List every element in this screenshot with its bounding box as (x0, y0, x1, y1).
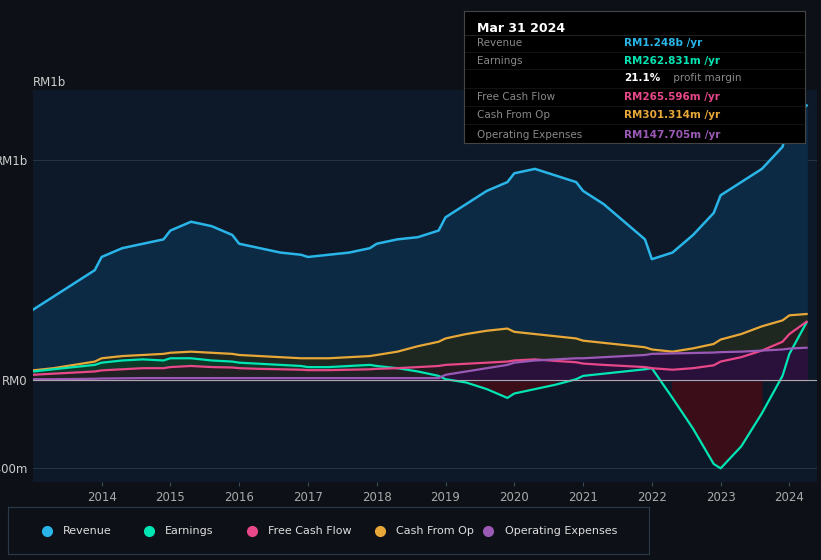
Text: Mar 31 2024: Mar 31 2024 (478, 22, 566, 35)
Text: profit margin: profit margin (670, 73, 741, 83)
Text: Revenue: Revenue (478, 38, 523, 48)
Text: Free Cash Flow: Free Cash Flow (478, 92, 556, 102)
Text: Free Cash Flow: Free Cash Flow (268, 526, 351, 535)
Text: Cash From Op: Cash From Op (396, 526, 474, 535)
Text: 21.1%: 21.1% (624, 73, 660, 83)
Text: RM1b: RM1b (33, 76, 66, 88)
Text: RM265.596m /yr: RM265.596m /yr (624, 92, 720, 102)
Text: Earnings: Earnings (165, 526, 213, 535)
Text: RM1.248b /yr: RM1.248b /yr (624, 38, 702, 48)
Text: Cash From Op: Cash From Op (478, 110, 551, 120)
Text: Operating Expenses: Operating Expenses (478, 130, 583, 140)
Text: RM262.831m /yr: RM262.831m /yr (624, 56, 720, 66)
Text: Operating Expenses: Operating Expenses (504, 526, 617, 535)
Text: RM301.314m /yr: RM301.314m /yr (624, 110, 720, 120)
Text: Revenue: Revenue (62, 526, 112, 535)
Text: Earnings: Earnings (478, 56, 523, 66)
Text: RM147.705m /yr: RM147.705m /yr (624, 130, 720, 140)
